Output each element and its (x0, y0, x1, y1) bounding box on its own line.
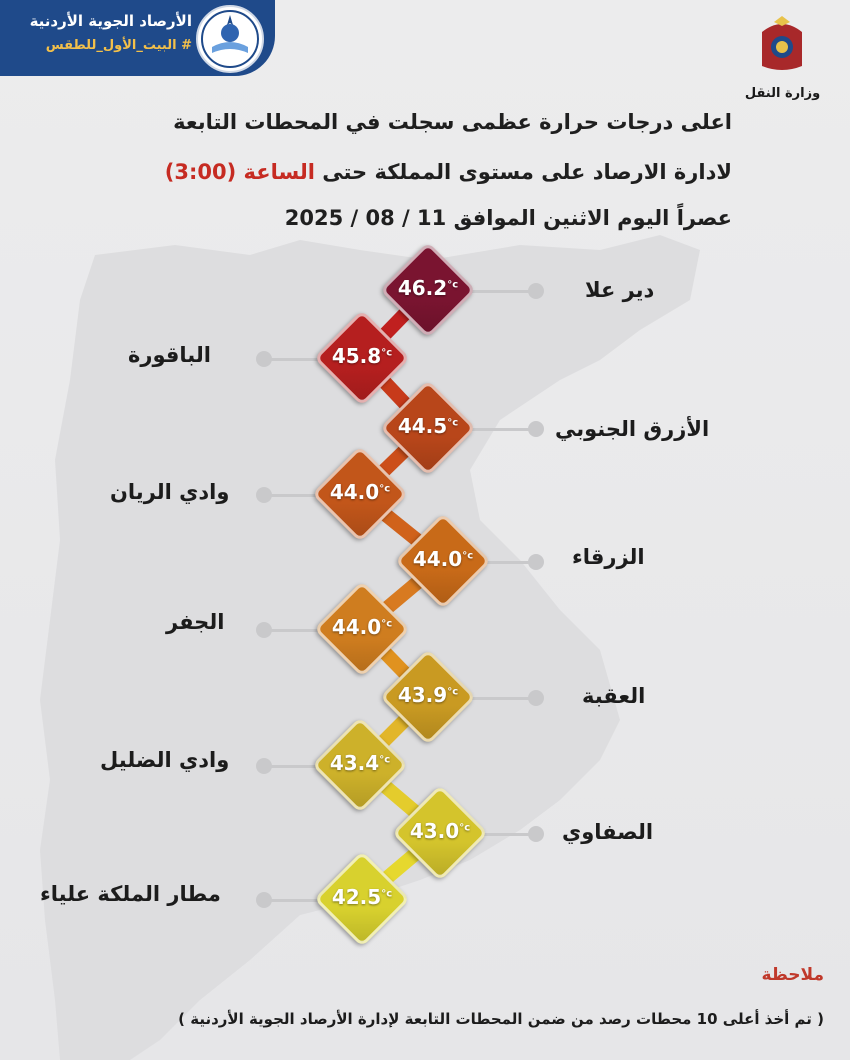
connector-line (485, 561, 536, 564)
temp-number: 43.0 (409, 819, 460, 843)
page-title-line3: عصراً اليوم الاثنين الموافق 11 / 08 / 20… (284, 206, 732, 230)
connector-dot (256, 351, 272, 367)
temp-number: 44.0 (412, 547, 463, 571)
temp-unit: °c (447, 417, 459, 429)
header-banner: الأرصاد الجوية الأردنية # البيت_الأول_لل… (0, 0, 275, 76)
temperature-diamond: 46.2°c (378, 240, 478, 340)
connector-dot (528, 283, 544, 299)
temperature-value: 44.5°c (378, 414, 478, 438)
temp-unit: °c (381, 888, 393, 900)
temperature-diamond: 44.0°c (312, 579, 412, 679)
connector-dot (528, 826, 544, 842)
temperature-diamond: 43.0°c (390, 783, 490, 883)
temperature-value: 43.4°c (310, 751, 410, 775)
connector-line (482, 833, 536, 836)
temp-number: 43.9 (397, 683, 448, 707)
station-name: الصفاوي (562, 820, 654, 844)
meteorology-logo (196, 5, 264, 73)
title-line2-prefix: لادارة الارصاد على مستوى المملكة حتى (322, 160, 732, 184)
temperature-value: 46.2°c (378, 276, 478, 300)
station-name: دير علا (585, 278, 655, 302)
temp-number: 44.0 (329, 480, 380, 504)
temp-number: 44.0 (331, 615, 382, 639)
connector-dot (528, 690, 544, 706)
title-time-highlight: الساعة (3:00) (164, 160, 315, 184)
station-name: مطار الملكة علياء (40, 882, 221, 906)
station-name: الباقورة (128, 343, 211, 367)
connector-dot (256, 892, 272, 908)
temp-number: 42.5 (331, 885, 382, 909)
connector-dot (256, 487, 272, 503)
temperature-value: 45.8°c (312, 344, 412, 368)
connector-line (264, 494, 320, 497)
connector-dot (528, 554, 544, 570)
temperature-diamond: 43.9°c (378, 647, 478, 747)
connector-dot (528, 421, 544, 437)
note-text: ( تم أخذ أعلى 10 محطات رصد من ضمن المحطا… (178, 1010, 824, 1028)
temp-number: 46.2 (397, 276, 448, 300)
temp-unit: °c (462, 550, 474, 562)
jordan-crest-icon (754, 14, 810, 76)
connector-dot (256, 758, 272, 774)
ministry-name: وزارة النقل (744, 86, 821, 101)
note-title: ملاحظة (761, 965, 824, 985)
temperature-value: 42.5°c (312, 885, 412, 909)
connector-line (264, 765, 320, 768)
temperature-diamond: 45.8°c (312, 308, 412, 408)
temp-number: 45.8 (331, 344, 382, 368)
station-name: العقبة (582, 684, 646, 708)
page-title-line2: لادارة الارصاد على مستوى المملكة حتى الس… (165, 160, 732, 184)
temp-number: 43.4 (329, 751, 380, 775)
org-name: الأرصاد الجوية الأردنية (29, 12, 192, 30)
temperature-diamond: 44.0°c (310, 444, 410, 544)
temp-unit: °c (379, 754, 391, 766)
temp-unit: °c (381, 347, 393, 359)
temp-number: 44.5 (397, 414, 448, 438)
page-title-line1: اعلى درجات حرارة عظمى سجلت في المحطات ال… (173, 110, 732, 134)
station-name: الزرقاء (572, 545, 645, 569)
temperature-diamond: 44.5°c (378, 378, 478, 478)
temperature-diamond: 43.4°c (310, 715, 410, 815)
temperature-value: 44.0°c (393, 547, 493, 571)
hashtag: # البيت_الأول_للطقس (45, 38, 192, 53)
temp-unit: °c (447, 279, 459, 291)
connector-line (264, 629, 320, 632)
station-name: وادي الضليل (100, 748, 230, 772)
connector-line (470, 697, 536, 700)
temp-unit: °c (379, 483, 391, 495)
temperature-value: 43.0°c (390, 819, 490, 843)
station-name: الأزرق الجنوبي (555, 417, 710, 441)
connector-line (470, 428, 536, 431)
temperature-value: 44.0°c (312, 615, 412, 639)
connector-line (264, 358, 320, 361)
station-name: الجفر (166, 610, 225, 634)
connector-line (470, 290, 536, 293)
connector-line (264, 899, 320, 902)
station-name: وادي الريان (110, 480, 230, 504)
temperature-value: 43.9°c (378, 683, 478, 707)
temperature-value: 44.0°c (310, 480, 410, 504)
connector-dot (256, 622, 272, 638)
temp-unit: °c (447, 686, 459, 698)
temperature-diamond: 44.0°c (393, 511, 493, 611)
temperature-diamond: 42.5°c (312, 849, 412, 949)
temp-unit: °c (459, 822, 471, 834)
temp-unit: °c (381, 618, 393, 630)
